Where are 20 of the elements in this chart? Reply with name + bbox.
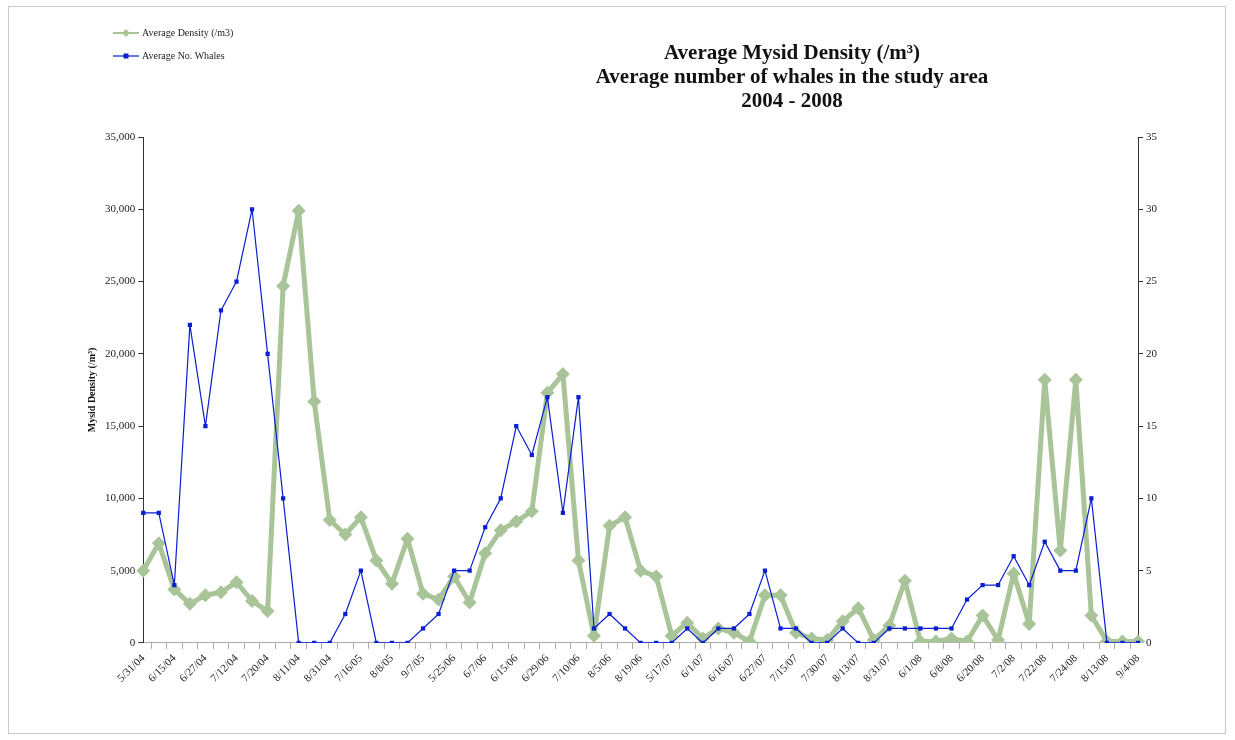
y2-tick-label: 10 bbox=[1146, 491, 1158, 504]
y-tick-label: 0 bbox=[129, 635, 136, 648]
y-tick-label: 20,000 bbox=[105, 346, 136, 359]
legend-label: Average No. Whales bbox=[142, 49, 225, 61]
y2-tick-label: 20 bbox=[1146, 346, 1158, 359]
y-tick-label: 5,000 bbox=[110, 563, 136, 576]
y-tick-label: 35,000 bbox=[105, 129, 136, 142]
y-axis-title: Mysid Density (/m³) bbox=[85, 347, 98, 433]
y-tick-label: 30,000 bbox=[105, 202, 136, 215]
y2-tick-label: 35 bbox=[1146, 129, 1158, 142]
y2-tick-label: 25 bbox=[1146, 274, 1158, 287]
legend-label: Average Density (/m3) bbox=[142, 26, 234, 39]
y2-tick-label: 5 bbox=[1146, 563, 1152, 576]
y-tick-label: 25,000 bbox=[105, 274, 136, 287]
chart-title: Average Mysid Density (/m³) Average number of whales in the study area 2004 - 2008 bbox=[595, 40, 989, 113]
y-tick-label: 10,000 bbox=[105, 491, 136, 504]
y2-tick-label: 30 bbox=[1146, 202, 1158, 215]
y-tick-label: 15,000 bbox=[105, 418, 136, 431]
y2-tick-label: 0 bbox=[1146, 635, 1152, 648]
y2-tick-label: 15 bbox=[1146, 418, 1158, 431]
